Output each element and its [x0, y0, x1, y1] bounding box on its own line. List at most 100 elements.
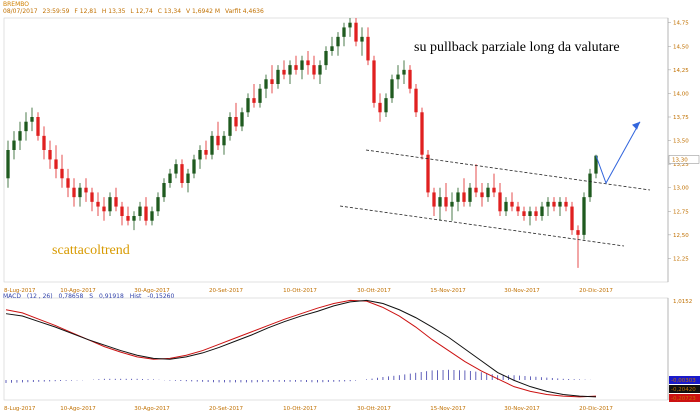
candle-body	[30, 117, 34, 122]
candle-body	[432, 192, 436, 207]
macd-signal-line	[5, 299, 597, 398]
candle-body	[504, 201, 508, 212]
candle-body	[468, 187, 472, 202]
candle-body	[216, 135, 220, 146]
candle-body	[12, 140, 16, 150]
candle-body	[372, 60, 376, 103]
candle-body	[462, 192, 466, 202]
candle-body	[282, 69, 286, 75]
candle-body	[510, 201, 514, 207]
price-x-tick-label: 20-Set-2017	[209, 288, 243, 294]
candle-body	[84, 187, 88, 193]
candle-body	[48, 150, 52, 160]
candle-body	[402, 69, 406, 75]
candle-body	[120, 206, 124, 216]
bar-low: L 12,74	[130, 8, 153, 15]
candle-body	[522, 211, 526, 216]
candle-body	[594, 155, 598, 174]
macd-x-tick-label: 30-Nov-2017	[504, 406, 540, 412]
candle-body	[306, 60, 310, 66]
price-x-tick-label: 8-Lug-2017	[4, 288, 36, 294]
candle-body	[168, 173, 172, 183]
candle-body	[324, 51, 328, 66]
price-y-tick-label: 12,25	[673, 256, 689, 262]
candle-body	[222, 135, 226, 146]
candle-body	[36, 117, 40, 136]
candle-body	[354, 22, 358, 42]
candle-body	[288, 65, 292, 75]
candle-body	[300, 60, 304, 70]
price-y-tick-label: 14,25	[673, 68, 689, 74]
candle-body	[426, 154, 430, 193]
projection-arrow-line	[595, 121, 641, 185]
hist-value: -0,15260	[147, 293, 175, 300]
price-y-tick-label: 13,75	[673, 115, 689, 121]
price-y-tick-label: 12,50	[673, 233, 689, 239]
candle-body	[570, 206, 574, 231]
candle-body	[384, 98, 388, 113]
ohlc-bar: 08/07/2017 23:59:59 F 12,81 H 13,35 L 12…	[3, 8, 267, 15]
candle-body	[102, 206, 106, 212]
price-y-tick-label: 13,50	[673, 139, 689, 145]
signal-value: 0,91918	[99, 293, 124, 300]
candle-body	[312, 65, 316, 75]
candle-body	[528, 211, 532, 216]
bar-close: C 13,34	[157, 8, 182, 15]
macd-hist-value-label: -0,00303	[671, 378, 696, 384]
macd-x-tick-label: 10-Ago-2017	[60, 406, 96, 412]
candle-body	[492, 187, 496, 193]
macd-x-tick-label: 10-Ott-2017	[283, 406, 317, 412]
macd-top-label: 1,0152	[673, 299, 692, 305]
candle-body	[516, 206, 520, 212]
candle-body	[174, 164, 178, 174]
candle-body	[534, 211, 538, 216]
macd-x-tick-label: 20-Dic-2017	[579, 406, 613, 412]
candle-body	[444, 197, 448, 207]
candle-body	[96, 201, 100, 207]
candle-body	[576, 230, 580, 235]
candle-body	[414, 88, 418, 113]
candle-body	[582, 197, 586, 235]
candle-body	[486, 187, 490, 198]
candle-body	[240, 112, 244, 127]
bar-date: 08/07/2017	[3, 8, 38, 15]
price-x-tick-label: 20-Dic-2017	[579, 288, 613, 294]
price-x-tick-label: 30-Nov-2017	[504, 288, 540, 294]
candle-body	[180, 164, 184, 183]
symbol-title: BREMBO	[3, 1, 29, 8]
candle-body	[18, 131, 22, 141]
candle-body	[78, 187, 82, 198]
candle-body	[132, 216, 136, 221]
candle-body	[294, 65, 298, 70]
candle-body	[336, 36, 340, 47]
bar-high: H 13,35	[101, 8, 126, 15]
macd-x-tick-label: 30-Ott-2017	[357, 406, 391, 412]
candle-body	[498, 192, 502, 212]
price-x-tick-label: 15-Nov-2017	[430, 288, 466, 294]
candle-body	[186, 173, 190, 183]
bar-volume: V 1,6942 M	[185, 8, 221, 15]
candle-body	[144, 206, 148, 221]
candle-body	[588, 173, 592, 198]
price-y-tick-label: 13,00	[673, 186, 689, 192]
candle-body	[108, 197, 112, 212]
candle-body	[480, 192, 484, 198]
channel-upper-line	[365, 149, 651, 191]
price-y-tick-label: 14,75	[673, 21, 689, 27]
macd-x-tick-label: 15-Nov-2017	[430, 406, 466, 412]
candle-body	[390, 79, 394, 99]
last-price-label: 13,30	[672, 157, 688, 163]
macd-value-label-box	[669, 394, 700, 402]
bar-time: 23:59:59	[42, 8, 70, 15]
candle-body	[246, 98, 250, 113]
candle-body	[210, 135, 214, 155]
candle-body	[6, 150, 10, 179]
candle-body	[558, 201, 562, 207]
annotation-text: su pullback parziale long da valutare	[414, 40, 620, 55]
price-x-tick-label: 10-Ago-2017	[60, 288, 96, 294]
macd-panel-frame	[3, 297, 669, 401]
candle-body	[204, 150, 208, 155]
macd-name: MACD	[3, 293, 21, 300]
candle-body	[24, 121, 28, 132]
